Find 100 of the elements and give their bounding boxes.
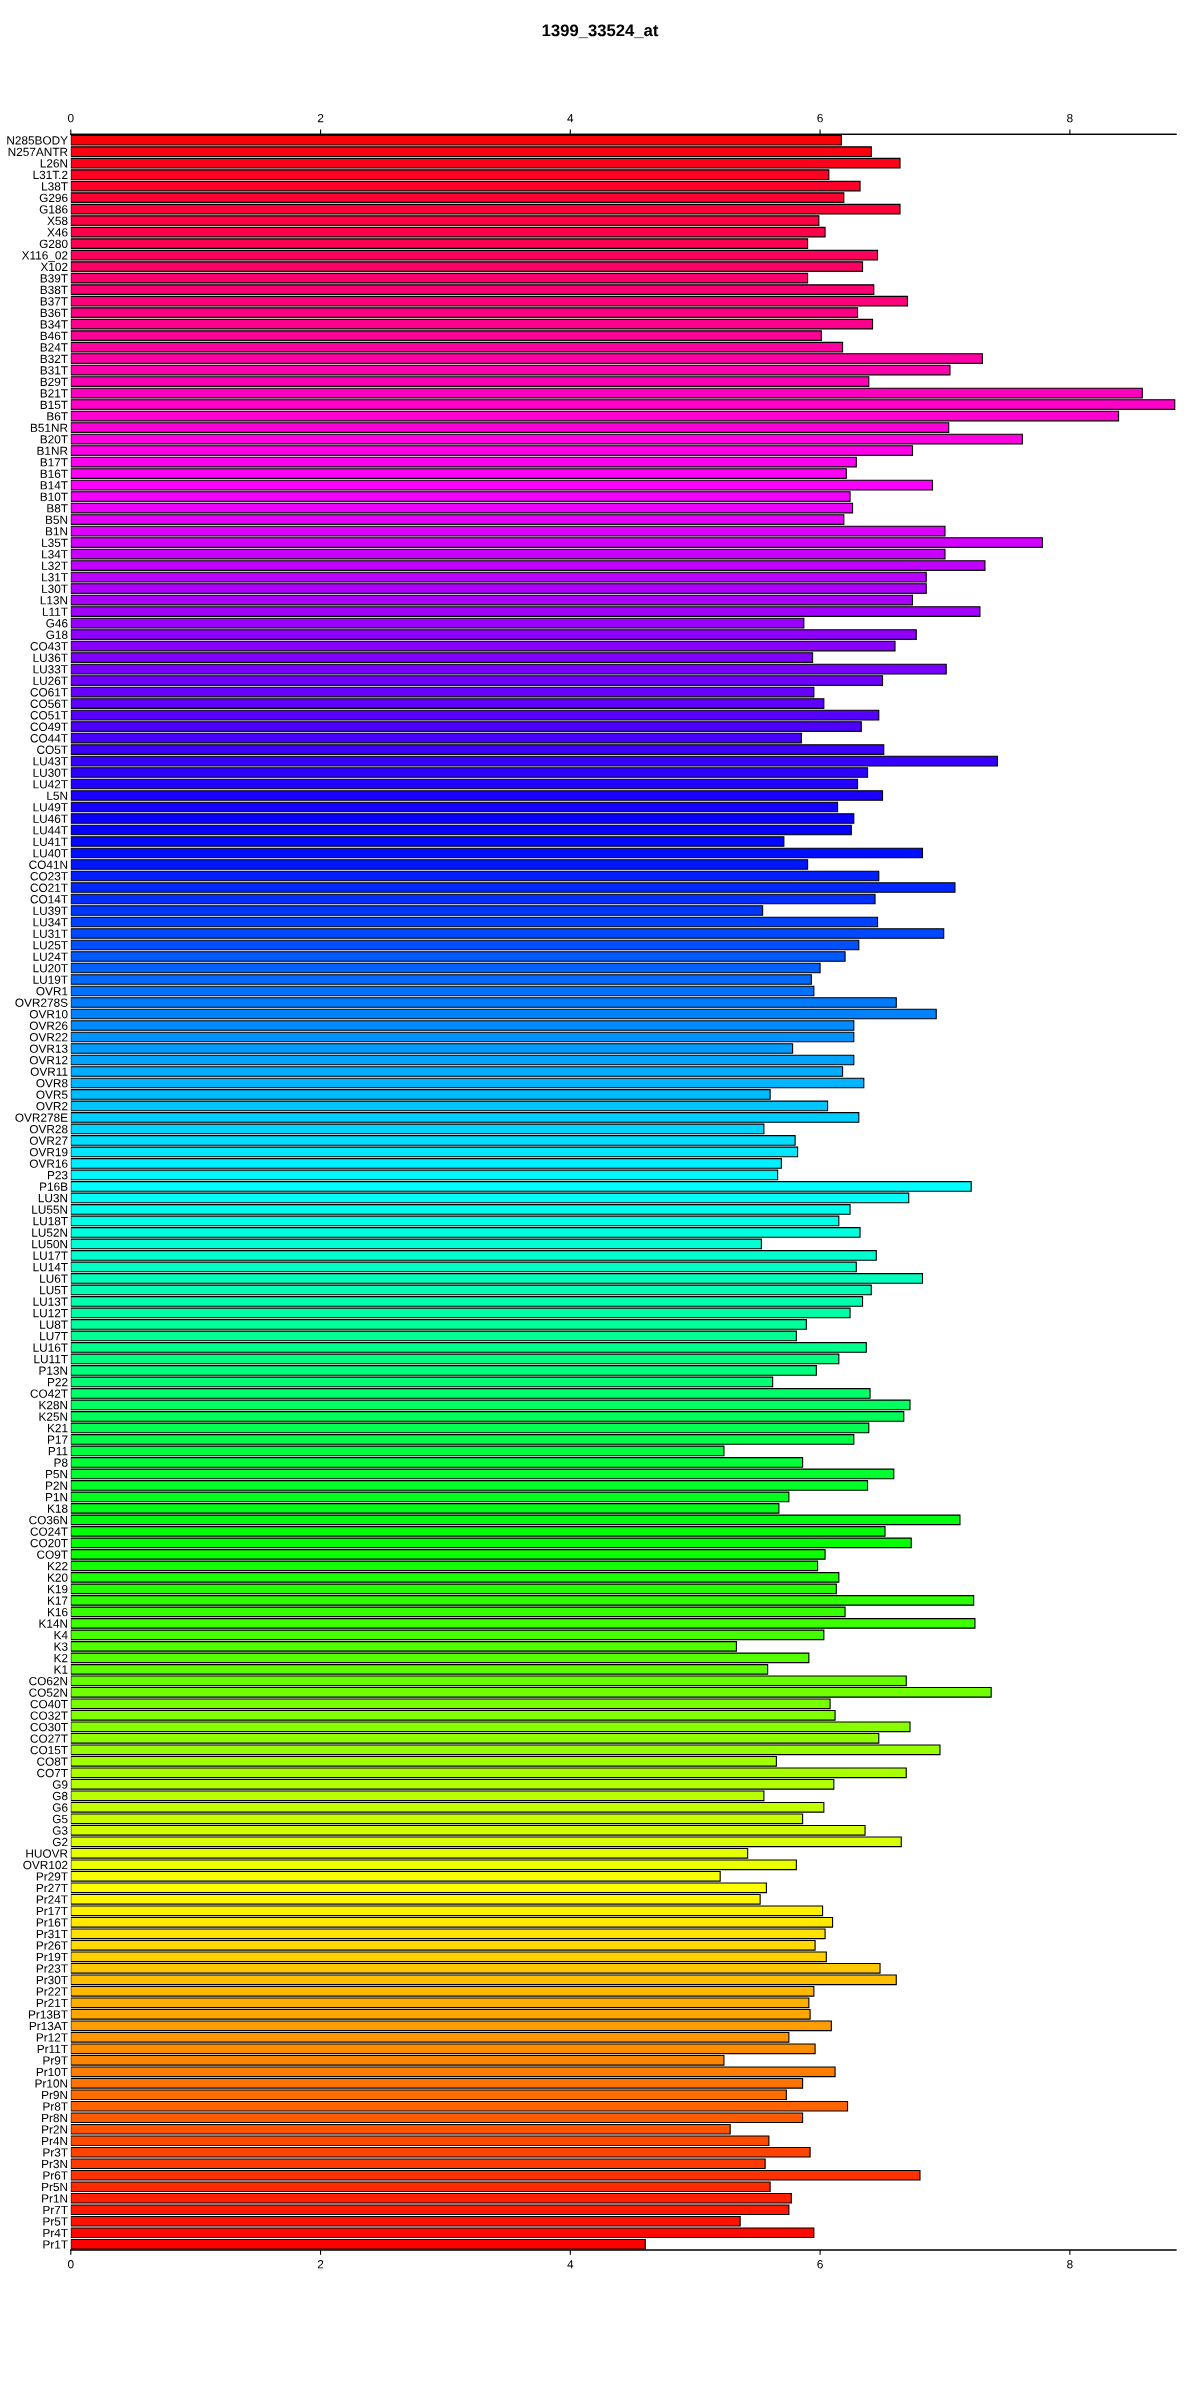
y-tick-label: HUOVR [26, 1849, 68, 1858]
y-tick-label: CO32T [30, 1711, 68, 1720]
y-tick-label: L35T [42, 538, 68, 547]
y-tick-label: G46 [46, 619, 68, 628]
y-tick-label: B6T [47, 412, 68, 421]
y-tick-label: X102 [40, 262, 68, 272]
y-tick-label: P8 [54, 1458, 68, 1467]
y-tick-label: LU46T [33, 814, 68, 823]
y-tick-label: CO36N [29, 1515, 68, 1525]
y-tick-label: LU13T [33, 1297, 68, 1306]
y-tick-label: CO61T [30, 688, 68, 697]
y-tick-label: K21 [47, 1423, 68, 1433]
y-tick-label: G6 [52, 1803, 68, 1812]
y-tick-label: B31T [40, 366, 68, 375]
y-tick-label: Pr12T [36, 2033, 68, 2042]
y-tick-label: Pr9T [43, 2056, 68, 2065]
y-tick-label: B17T [40, 458, 68, 467]
y-tick-label: B36T [40, 308, 68, 318]
y-tick-label: Pr13AT [29, 2021, 68, 2031]
y-tick-label: Pr3T [43, 2148, 68, 2157]
y-tick-label: LU40T [33, 849, 68, 858]
y-tick-label: LU5T [40, 1286, 68, 1295]
y-tick-label: B32T [40, 354, 68, 363]
y-tick-label: Pr3N [42, 2159, 68, 2169]
y-tick-label: CO62N [29, 1676, 68, 1686]
y-tick-label: K17 [47, 1596, 68, 1605]
y-tick-label: CO42T [30, 1389, 68, 1398]
y-tick-label: Pr29T [36, 1872, 68, 1881]
y-tick-label: LU30T [33, 768, 68, 777]
y-tick-label: Pr19T [36, 1952, 68, 1962]
y-tick-label: CO30T [30, 1722, 68, 1732]
y-tick-label: N257ANTR [8, 147, 68, 157]
y-tick-label: OVR27 [29, 1136, 68, 1145]
y-tick-label: CO7T [37, 1768, 68, 1778]
y-tick-label: B15T [40, 400, 68, 409]
y-tick-label: B1N [46, 527, 68, 536]
y-tick-label: LU31T [33, 929, 68, 938]
y-tick-label: K25N [39, 1412, 68, 1421]
y-tick-label: L32T [42, 561, 68, 570]
y-tick-label: OVR102 [23, 1860, 68, 1870]
y-tick-label: K2 [54, 1653, 68, 1663]
y-tick-label: Pr23T [36, 1964, 68, 1973]
x-tick-label: 8 [1067, 2260, 1073, 2269]
y-tick-label: LU6T [40, 1274, 68, 1283]
y-tick-label: OVR278E [15, 1113, 68, 1122]
y-tick-label: LU12T [33, 1308, 68, 1318]
y-tick-label: OVR1 [36, 987, 68, 996]
y-tick-label: CO44T [30, 734, 68, 743]
y-tick-label: OVR5 [36, 1090, 68, 1099]
y-tick-label: L11T [42, 607, 68, 616]
y-tick-label: K1 [54, 1665, 68, 1674]
y-tick-label: B10T [40, 492, 68, 501]
y-tick-label: CO15T [30, 1745, 68, 1755]
y-tick-label: LU19T [33, 975, 68, 984]
y-tick-label: CO27T [30, 1734, 68, 1743]
y-tick-label: K22 [47, 1561, 68, 1571]
y-tick-label: B21T [40, 389, 68, 398]
y-tick-label: LU43T [33, 757, 68, 766]
y-tick-label: OVR12 [29, 1056, 68, 1065]
y-tick-label: CO23T [30, 872, 68, 881]
y-tick-label: G280 [39, 239, 68, 249]
y-tick-label: L31T [42, 573, 68, 582]
y-tick-label: LU16T [33, 1343, 68, 1352]
y-tick-label: LU24T [33, 952, 68, 961]
y-tick-label: Pr16T [36, 1918, 68, 1927]
y-tick-label: P1N [46, 1493, 68, 1502]
y-tick-label: Pr31T [36, 1929, 68, 1939]
x2-tick-label: 6 [817, 113, 823, 123]
y-tick-label: G3 [52, 1826, 68, 1835]
y-tick-label: LU49T [33, 803, 68, 812]
y-tick-label: OVR16 [29, 1159, 68, 1168]
y-tick-label: K14N [39, 1619, 68, 1628]
y-tick-label: CO9T [37, 1550, 68, 1559]
y-tick-label: G2 [52, 1837, 68, 1847]
y-tick-label: Pr6T [43, 2171, 68, 2180]
y-tick-label: LU14T [33, 1263, 68, 1272]
y-tick-label: CO43T [30, 642, 68, 651]
y-tick-label: OVR2 [36, 1102, 68, 1111]
y-tick-label: Pr1T [43, 2240, 68, 2249]
y-tick-label: G18 [46, 630, 68, 639]
y-tick-label: Pr5T [43, 2217, 68, 2226]
x2-tick-label: 4 [567, 114, 574, 123]
y-tick-label: P13N [39, 1366, 68, 1375]
y-tick-label: P22 [47, 1377, 68, 1387]
y-tick-label: OVR278S [15, 998, 68, 1007]
y-tick-label: B5N [46, 515, 68, 524]
y-tick-label: OVR10 [29, 1010, 68, 1019]
y-tick-label: B37T [40, 297, 68, 306]
y-tick-label: Pr1N [42, 2194, 68, 2203]
y-tick-label: Pr17T [36, 1906, 68, 1916]
y-tick-label: B20T [40, 435, 68, 444]
y-tick-label: LU3N [38, 1193, 68, 1203]
y-tick-label: Pr27T [36, 1883, 68, 1893]
x-tick-label: 4 [567, 2260, 574, 2269]
y-tick-label: G5 [52, 1814, 68, 1824]
y-tick-label: LU11T [34, 1355, 68, 1364]
y-tick-label: LU50N [32, 1239, 68, 1249]
y-tick-label: B24T [40, 343, 68, 352]
y-tick-label: Pr10T [36, 2067, 68, 2077]
x-tick-label: 6 [817, 2260, 823, 2269]
